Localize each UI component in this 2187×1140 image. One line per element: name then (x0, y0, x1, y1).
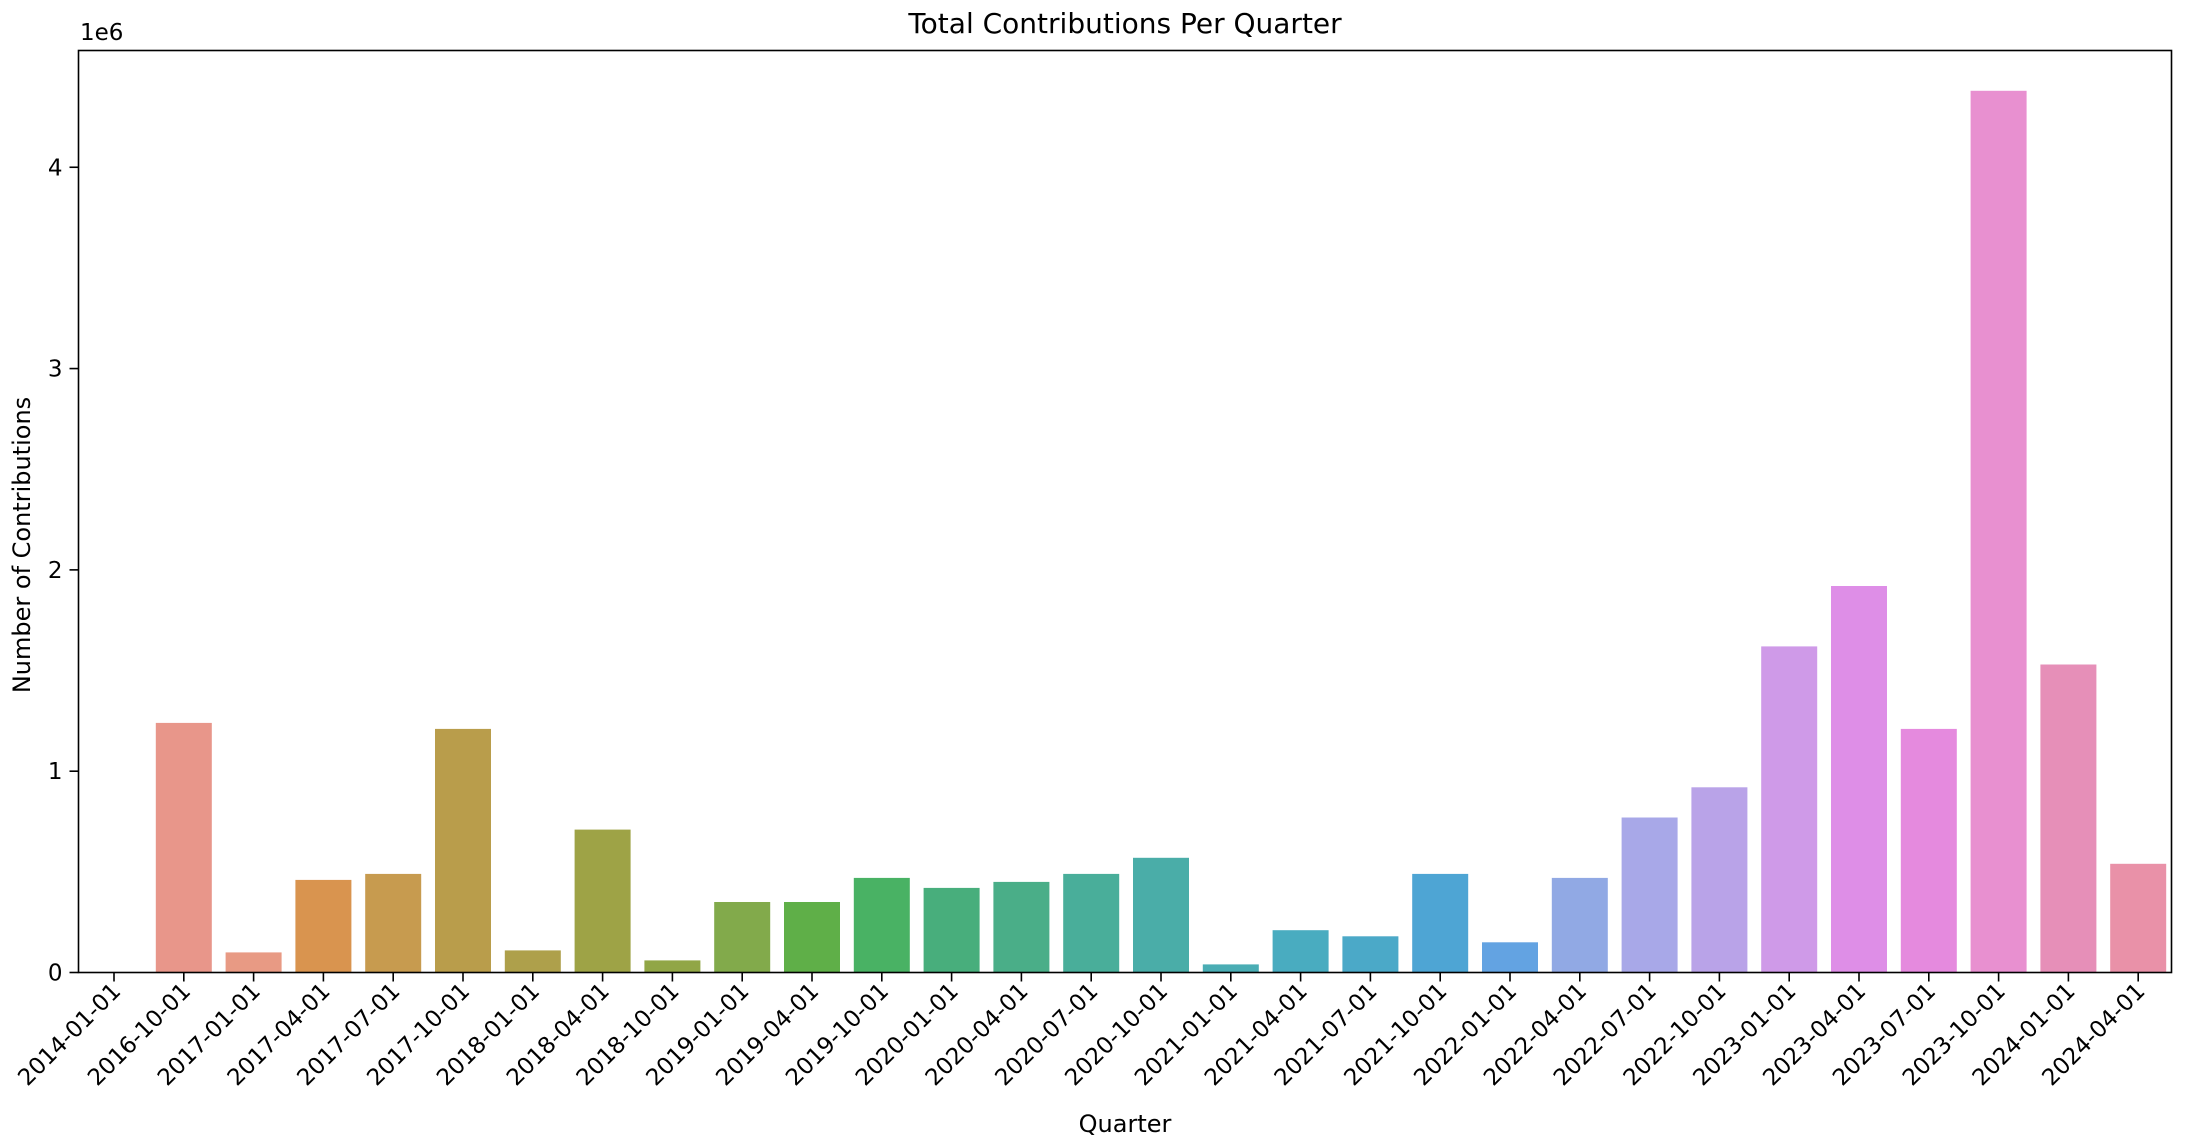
bar-2020-07-01 (1063, 873, 1120, 973)
bar-2024-04-01 (2110, 863, 2167, 973)
bar-2022-01-01 (1482, 942, 1538, 973)
bar-2022-04-01 (1551, 877, 1608, 973)
plot-frame (77, 49, 2173, 974)
x-axis-label: Quarter (1079, 1110, 1172, 1138)
bar-2021-07-01 (1342, 936, 1399, 973)
y-tick-label: 0 (48, 961, 63, 987)
bar-2022-07-01 (1621, 817, 1678, 973)
y-axis-label: Number of Contributions (8, 397, 36, 693)
bar-2017-04-01 (295, 879, 352, 973)
bar-2023-10-01 (1970, 90, 2027, 973)
bar-2023-04-01 (1831, 586, 1887, 973)
bar-2019-10-01 (853, 877, 910, 973)
bar-2020-01-01 (923, 887, 980, 973)
bar-2019-04-01 (784, 902, 840, 973)
bar-2020-04-01 (993, 881, 1050, 973)
bar-2017-01-01 (225, 952, 282, 973)
y-tick-label: 4 (48, 155, 63, 181)
bar-2019-01-01 (714, 902, 771, 973)
y-axis-offset-label: 1e6 (80, 20, 123, 46)
bar-2023-07-01 (1900, 728, 1957, 973)
bar-2018-01-01 (504, 950, 561, 973)
bar-2018-10-01 (644, 960, 701, 973)
bar-2023-01-01 (1761, 646, 1818, 973)
chart-title: Total Contributions Per Quarter (907, 7, 1342, 40)
y-tick-label: 2 (48, 558, 63, 584)
bar-2021-04-01 (1272, 930, 1329, 973)
bar-2017-10-01 (435, 728, 491, 973)
bar-2017-07-01 (365, 873, 422, 973)
x-axis-ticks: 2014-01-012016-10-012017-01-012017-04-01… (13, 972, 2150, 1091)
bar-2016-10-01 (155, 722, 212, 973)
bar-2021-10-01 (1412, 873, 1469, 973)
bar-2021-01-01 (1202, 964, 1259, 973)
bars-group (155, 90, 2167, 973)
bar-2018-04-01 (574, 829, 631, 973)
y-tick-label: 3 (48, 357, 63, 383)
bar-2020-10-01 (1133, 857, 1189, 973)
bar-2022-10-01 (1691, 787, 1748, 973)
y-axis-ticks: 0 1 2 3 4 (48, 155, 79, 987)
bar-2024-01-01 (2040, 664, 2097, 973)
y-tick-label: 1 (48, 759, 63, 785)
